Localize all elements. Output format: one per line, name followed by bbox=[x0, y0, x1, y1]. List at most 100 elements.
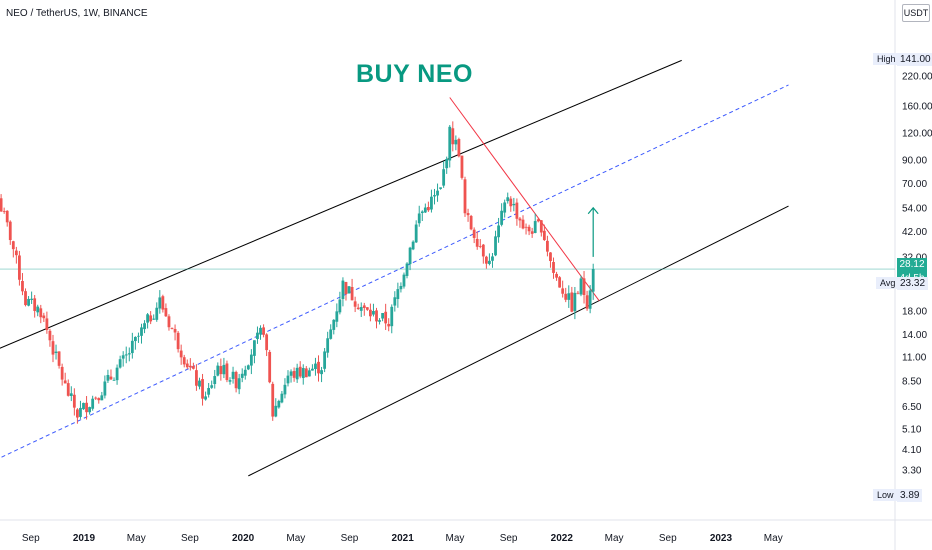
candle-body bbox=[27, 298, 30, 306]
candle-body bbox=[72, 394, 76, 408]
candle-body bbox=[365, 307, 369, 310]
candle-body bbox=[97, 398, 101, 401]
candle bbox=[11, 240, 15, 258]
candle-body bbox=[256, 332, 259, 339]
candle bbox=[103, 375, 107, 399]
candle bbox=[118, 355, 122, 369]
candle-body bbox=[567, 293, 571, 300]
candle-body bbox=[63, 380, 67, 384]
candle-body bbox=[127, 353, 131, 355]
time-tick-label: May bbox=[764, 533, 783, 544]
candle bbox=[567, 285, 571, 308]
candle-body bbox=[549, 252, 552, 262]
candle-body bbox=[219, 366, 223, 375]
candle bbox=[491, 252, 494, 268]
candle bbox=[390, 304, 394, 334]
candle bbox=[54, 344, 58, 360]
candle-body bbox=[533, 221, 537, 233]
candle-body bbox=[179, 350, 183, 358]
candle bbox=[497, 217, 500, 243]
candle-body bbox=[170, 327, 174, 329]
candle-body bbox=[396, 289, 400, 300]
candle-body bbox=[530, 231, 534, 234]
candle bbox=[552, 257, 555, 279]
candle-body bbox=[509, 198, 513, 207]
candle-body bbox=[420, 211, 424, 213]
candle bbox=[414, 220, 418, 243]
candle bbox=[109, 369, 113, 381]
candle bbox=[164, 303, 168, 317]
candle-body bbox=[372, 311, 375, 315]
candle bbox=[402, 272, 406, 289]
candle bbox=[359, 302, 363, 317]
candle bbox=[341, 277, 345, 307]
candle bbox=[506, 192, 510, 204]
candle bbox=[353, 296, 357, 313]
candle-body bbox=[362, 305, 366, 309]
candle-body bbox=[436, 190, 439, 196]
time-tick-label: Sep bbox=[341, 533, 359, 544]
candle-body bbox=[405, 263, 409, 276]
candle-body bbox=[94, 397, 98, 399]
candle bbox=[249, 349, 253, 375]
candle-body bbox=[21, 280, 24, 292]
candle bbox=[335, 303, 339, 328]
candle-body bbox=[182, 357, 186, 365]
candle bbox=[237, 373, 241, 395]
candle-body bbox=[198, 380, 201, 387]
candle-body bbox=[448, 126, 452, 161]
candle-body bbox=[130, 340, 134, 354]
candle bbox=[185, 359, 189, 370]
candle bbox=[372, 303, 375, 317]
candle-body bbox=[588, 290, 592, 309]
candle-body bbox=[353, 301, 357, 307]
candle bbox=[213, 369, 217, 389]
candle-body bbox=[582, 278, 586, 295]
high-value: 141.00 bbox=[897, 53, 932, 66]
price-tick-label: 54.00 bbox=[902, 203, 927, 214]
candle-body bbox=[18, 255, 21, 280]
candle-body bbox=[137, 335, 140, 337]
candle bbox=[268, 349, 272, 384]
price-axis[interactable]: 220.00 160.00 120.00 90.00 70.00 54.00 42.00 32… bbox=[902, 72, 932, 477]
candle bbox=[143, 320, 146, 334]
price-tick-label: 11.00 bbox=[902, 353, 927, 364]
candle bbox=[115, 364, 119, 385]
candle-body bbox=[85, 402, 88, 413]
candle-body bbox=[210, 385, 214, 388]
currency-unit-button[interactable]: USDT bbox=[902, 4, 930, 22]
candle bbox=[576, 290, 580, 295]
candle bbox=[521, 215, 525, 230]
candle-body bbox=[30, 298, 34, 300]
candle bbox=[344, 281, 348, 301]
candle-body bbox=[143, 323, 146, 330]
candle-body bbox=[207, 388, 211, 395]
candle bbox=[384, 303, 388, 331]
candle-body bbox=[295, 367, 299, 380]
time-axis[interactable]: Sep 2019 May Sep 2020 May Sep 2021 May Sep 2022 May… bbox=[22, 533, 783, 544]
candle-body bbox=[195, 370, 198, 386]
candle bbox=[127, 347, 131, 362]
candle bbox=[262, 324, 265, 338]
candle-body bbox=[463, 179, 467, 214]
candle-body bbox=[466, 213, 470, 216]
candle-body bbox=[329, 329, 333, 339]
candle bbox=[417, 205, 421, 227]
candle bbox=[228, 377, 232, 385]
candle-body bbox=[552, 262, 555, 273]
candle bbox=[478, 239, 482, 249]
candle bbox=[570, 286, 574, 313]
candle bbox=[393, 291, 397, 312]
candle-body bbox=[426, 207, 430, 211]
candle-body bbox=[301, 368, 305, 379]
channel-midline bbox=[0, 84, 789, 459]
candle-body bbox=[69, 393, 73, 396]
candle-body bbox=[472, 229, 476, 238]
candle-body bbox=[454, 139, 458, 145]
candle bbox=[503, 199, 507, 218]
candle bbox=[500, 203, 504, 227]
candle-body bbox=[536, 219, 540, 222]
